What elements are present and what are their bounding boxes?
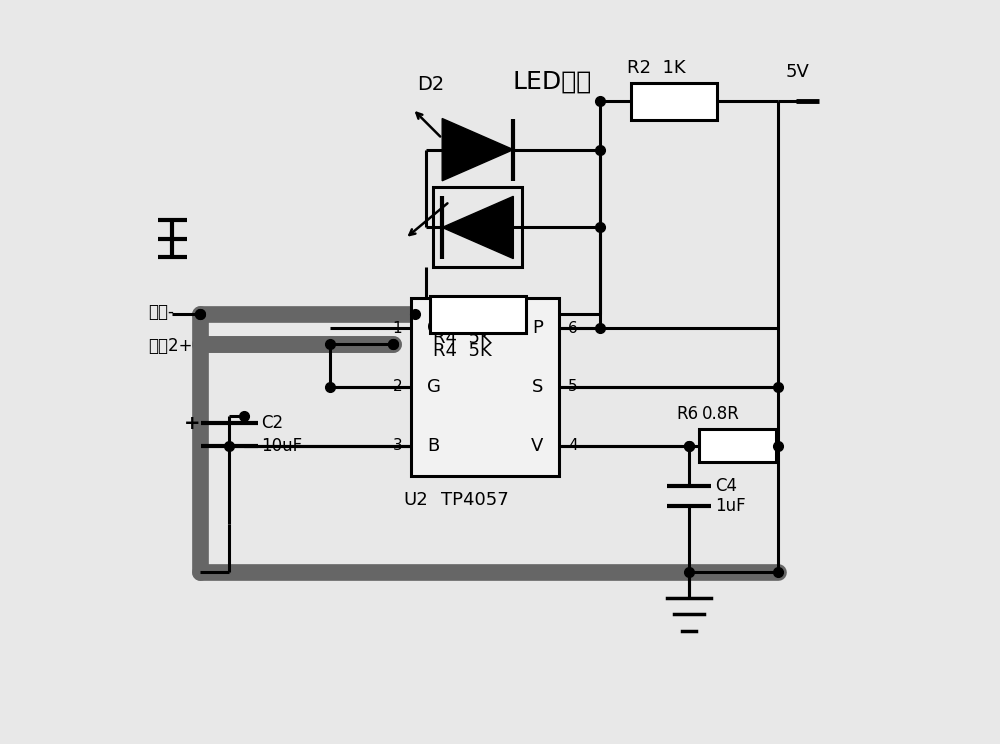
Text: 5V: 5V [785,62,809,81]
Bar [433,187,522,268]
Text: R2  1K: R2 1K [627,59,686,77]
Text: C4: C4 [715,478,737,496]
Text: 电池2+: 电池2+ [148,337,192,355]
Text: 电池-: 电池- [148,303,174,321]
Text: C2: C2 [261,414,283,432]
Text: 6: 6 [568,321,578,336]
Text: G: G [427,378,441,396]
Text: P: P [532,319,543,337]
Text: B: B [427,437,440,455]
Text: LED双色: LED双色 [512,70,592,94]
Text: TP4057: TP4057 [441,490,508,509]
Bar [631,83,717,120]
Text: 4: 4 [568,438,578,453]
Text: V: V [531,437,543,455]
Text: 5: 5 [568,379,578,394]
Text: R4  5K: R4 5K [433,341,492,359]
Text: 1uF: 1uF [715,497,746,516]
Polygon shape [442,196,513,259]
Text: 1: 1 [393,321,402,336]
Bar [430,295,526,333]
Text: 2: 2 [393,379,402,394]
Text: D2: D2 [417,75,445,94]
Text: 0.8R: 0.8R [702,405,740,423]
Text: 3: 3 [392,438,402,453]
Bar [411,298,559,475]
Text: +: + [184,414,201,433]
Text: S: S [532,378,543,396]
Text: R6: R6 [677,405,699,423]
Text: C: C [427,319,440,337]
Text: R4  5K: R4 5K [433,329,492,347]
Text: U2: U2 [404,490,428,509]
Bar [699,429,776,462]
Text: 10uF: 10uF [261,437,302,455]
Polygon shape [442,118,513,181]
